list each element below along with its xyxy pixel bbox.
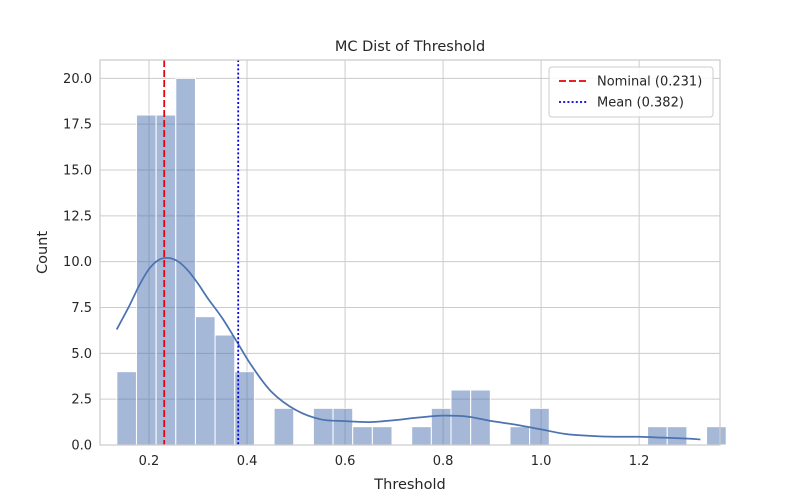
y-tick-label: 20.0: [63, 72, 92, 87]
legend-mean-label: Mean (0.382): [597, 96, 684, 111]
histogram-bar: [450, 389, 472, 446]
x-tick-label: 1.0: [531, 454, 552, 469]
histogram-bar: [135, 114, 157, 446]
plot-frame: [99, 59, 721, 446]
histogram-bar: [529, 407, 550, 446]
histogram-bar: [666, 426, 688, 446]
x-tick-label: 0.4: [237, 454, 258, 469]
y-tick-label: 2.5: [71, 393, 92, 408]
y-tick-label: 5.0: [71, 347, 92, 362]
kde-curve: [115, 257, 701, 441]
histogram-bar: [371, 426, 393, 446]
histogram-bar: [509, 426, 531, 446]
y-tick-label: 0.0: [71, 439, 92, 454]
y-tick-label: 7.5: [71, 301, 92, 316]
x-tick-label: 0.8: [433, 454, 454, 469]
histogram-bar: [155, 114, 177, 446]
histogram-bar: [273, 407, 295, 446]
legend: Nominal (0.231) Mean (0.382): [548, 66, 714, 118]
x-tick-label: 1.2: [629, 454, 650, 469]
histogram-bar: [194, 316, 216, 446]
histogram-bar: [312, 407, 334, 446]
histogram-bar: [411, 426, 432, 446]
y-tick-label: 12.5: [63, 209, 92, 224]
kde-curve-group: [115, 257, 701, 441]
y-tick-label: 17.5: [63, 118, 92, 133]
x-tick-labels: 0.2 0.4 0.6 0.8 1.0 1.2: [139, 454, 650, 469]
histogram-bar: [706, 426, 727, 446]
y-axis-label: Count: [35, 231, 51, 274]
y-tick-label: 15.0: [63, 164, 92, 179]
histogram-bar: [116, 371, 137, 446]
y-tick-label: 10.0: [63, 255, 92, 270]
x-tick-label: 0.2: [139, 454, 160, 469]
histogram-bar: [430, 407, 452, 446]
histogram-bar: [332, 407, 354, 446]
x-tick-label: 0.6: [335, 454, 356, 469]
x-axis-label: Threshold: [373, 477, 445, 493]
histogram-bars: [116, 77, 727, 446]
chart-title: MC Dist of Threshold: [335, 39, 485, 55]
legend-nominal-label: Nominal (0.231): [597, 75, 702, 90]
y-tick-labels: 0.0 2.5 5.0 7.5 10.0 12.5 15.0 17.5 20.0: [63, 72, 92, 454]
histogram-bar: [352, 426, 373, 446]
histogram-bar: [214, 334, 236, 446]
legend-box: [548, 66, 714, 118]
reference-lines: [163, 60, 240, 445]
histogram-bar: [647, 426, 668, 446]
